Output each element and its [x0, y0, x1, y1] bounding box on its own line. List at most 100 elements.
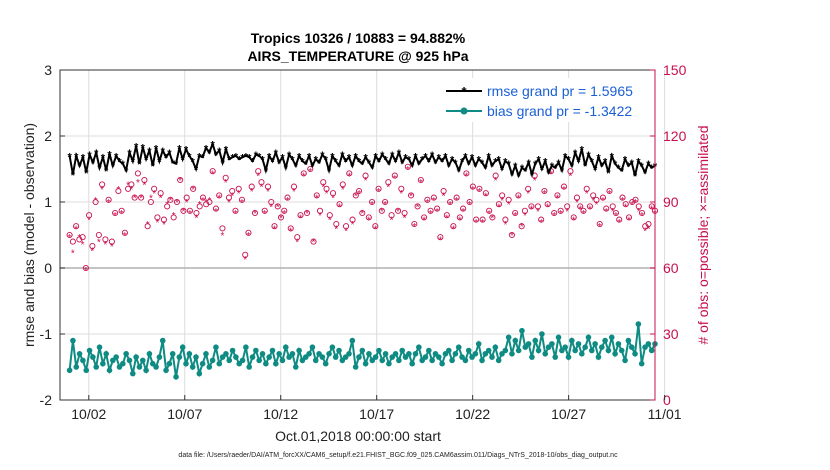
bias-point	[585, 334, 592, 341]
rmse-point: *	[430, 150, 435, 162]
bias-point	[502, 347, 509, 354]
rmse-point: *	[563, 151, 568, 163]
possible-obs-point	[414, 203, 421, 210]
rmse-point: *	[550, 161, 555, 173]
bias-point	[406, 351, 412, 357]
possible-obs-point	[232, 207, 239, 214]
bias-point	[196, 370, 203, 377]
bias-point	[173, 374, 179, 380]
possible-obs-point	[212, 205, 219, 212]
assimilated-obs-point: *	[230, 191, 234, 202]
assimilated-obs-point: *	[529, 205, 533, 216]
bias-point	[329, 344, 336, 351]
possible-obs-point	[190, 185, 197, 192]
possible-obs-point	[99, 181, 106, 188]
assimilated-obs-point: *	[536, 207, 540, 218]
possible-obs-point	[336, 201, 343, 208]
possible-obs-point	[499, 192, 506, 199]
possible-obs-point	[521, 207, 528, 214]
assimilated-obs-point: *	[438, 235, 442, 246]
assimilated-obs-point: *	[575, 198, 579, 209]
assimilated-obs-point: *	[419, 178, 423, 189]
possible-obs-point	[365, 214, 372, 221]
bias-point	[602, 337, 608, 344]
possible-obs-point	[329, 190, 337, 197]
possible-obs-point	[95, 231, 102, 239]
y-tick-label: 2	[44, 128, 52, 144]
assimilated-obs-point: *	[253, 209, 257, 220]
assimilated-obs-point: *	[383, 200, 387, 211]
rmse-point: *	[427, 157, 432, 169]
rmse-point: *	[71, 170, 76, 182]
bias-point	[249, 354, 256, 360]
y-tick-label: -2	[40, 392, 53, 408]
rmse-point: *	[370, 163, 375, 175]
bias-point	[239, 357, 246, 364]
possible-obs-point	[180, 207, 187, 214]
assimilated-obs-point: *	[487, 209, 491, 220]
possible-obs-point	[277, 214, 285, 221]
y-tick-label: 0	[44, 260, 52, 276]
rmse-point: *	[576, 157, 581, 169]
assimilated-obs-point: *	[74, 224, 78, 235]
rmse-point: *	[583, 161, 588, 173]
rmse-point: *	[437, 153, 442, 165]
possible-obs-point	[245, 229, 252, 236]
assimilated-obs-point: *	[474, 218, 478, 229]
assimilated-obs-point: *	[276, 202, 280, 213]
assimilated-obs-point: *	[477, 187, 481, 198]
rmse-point: *	[337, 161, 342, 173]
bias-point	[565, 354, 572, 360]
bias-point	[592, 341, 598, 347]
rmse-point: *	[650, 163, 655, 175]
assimilated-obs-point: *	[185, 198, 189, 209]
assimilated-obs-point: *	[621, 196, 625, 207]
possible-obs-point	[570, 214, 577, 221]
possible-obs-point	[622, 201, 629, 208]
bias-point	[475, 341, 482, 347]
bias-point	[159, 337, 166, 344]
bias-point	[83, 367, 90, 374]
possible-obs-point	[323, 185, 330, 192]
rmse-point: *	[530, 170, 535, 182]
possible-obs-point	[502, 216, 509, 223]
rmse-point: *	[220, 158, 225, 170]
bias-point	[263, 360, 269, 367]
rmse-point: *	[536, 155, 541, 167]
possible-obs-point	[255, 168, 262, 175]
possible-obs-point	[476, 185, 483, 192]
rmse-point: *	[570, 161, 575, 173]
assimilated-obs-point: *	[237, 189, 241, 200]
possible-obs-series	[66, 163, 659, 272]
rmse-point: *	[400, 158, 405, 170]
y-right-tick-label: 90	[663, 194, 679, 210]
y-right-tick-label: 120	[663, 128, 687, 144]
possible-obs-point	[105, 196, 112, 203]
possible-obs-point	[310, 238, 317, 245]
possible-obs-point	[79, 234, 86, 241]
rmse-point: *	[623, 155, 628, 167]
x-tick-label: 10/22	[455, 406, 490, 422]
rmse-point: *	[360, 159, 365, 171]
rmse-point: *	[101, 153, 106, 165]
bias-point	[143, 367, 149, 374]
assimilated-obs-point: *	[435, 207, 439, 218]
bias-point	[638, 360, 645, 367]
assimilated-obs-point: *	[68, 233, 72, 244]
possible-obs-point	[164, 203, 171, 210]
possible-obs-point	[372, 223, 379, 230]
bias-point	[392, 351, 399, 357]
possible-obs-point	[424, 196, 431, 203]
rmse-point: *	[310, 161, 315, 173]
assimilated-obs-point: *	[373, 224, 377, 235]
rmse-point: *	[181, 155, 186, 167]
possible-obs-point	[69, 238, 76, 245]
assimilated-obs-point: *	[510, 231, 514, 242]
bias-point	[253, 347, 259, 354]
possible-obs-point	[144, 223, 151, 230]
bias-point	[322, 360, 329, 367]
assimilated-obs-point: *	[591, 196, 595, 207]
possible-obs-point	[612, 209, 620, 217]
rmse-point: *	[450, 155, 455, 167]
bias-point	[612, 351, 618, 357]
